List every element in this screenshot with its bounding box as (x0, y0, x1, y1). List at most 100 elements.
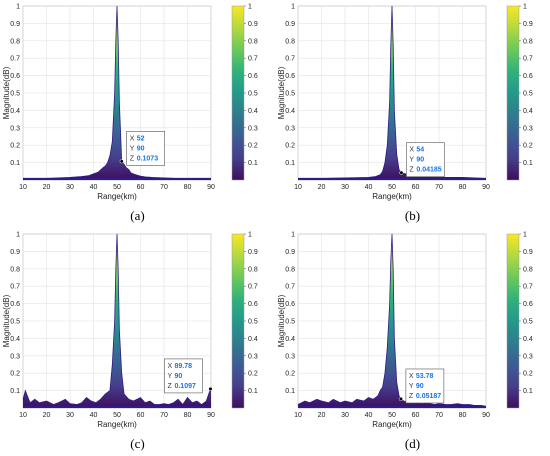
datatip-y-value: 90 (174, 373, 182, 380)
datatip-x-key: X (409, 147, 414, 154)
y-tick-label: 0.1 (10, 160, 20, 167)
colorbar-tick-label: 0.9 (523, 21, 533, 28)
y-tick-label: 0.2 (285, 371, 295, 378)
datatip-y-key: Y (130, 145, 135, 152)
x-tick-label: 80 (184, 412, 192, 419)
magnitude-surface (23, 6, 211, 180)
colorbar-tick-label: 1 (248, 4, 252, 11)
magnitude-series-line (297, 233, 487, 407)
x-axis-label: Range(km) (97, 192, 137, 201)
y-tick-label: 0.3 (10, 353, 20, 360)
datatip-y-value: 90 (416, 157, 424, 164)
colorbar-tick-label: 0.5 (523, 319, 533, 326)
y-tick-label: 0.4 (10, 336, 20, 343)
colorbar-tick-label: 0.1 (248, 388, 258, 395)
colorbar-tick-label: 0.6 (523, 301, 533, 308)
datatip-marker[interactable] (119, 159, 124, 164)
chart-d: 0.1 0.2 0.3 0.4 0.5 0.6 0.7 0.8 0.9 1 10 20 30 40 50 60… (277, 232, 533, 430)
colorbar-tick-label: 0.4 (523, 108, 533, 115)
caption-a: (a) (130, 208, 145, 223)
x-tick-label: 10 (19, 412, 27, 419)
y-tick-label: 1 (16, 4, 20, 11)
colorbar-tick-label: 0.3 (248, 353, 258, 360)
colorbar-tick-label: 0.3 (523, 353, 533, 360)
chart-a: 0.1 0.2 0.3 0.4 0.5 0.6 0.7 0.8 0.9 1 10 20 30 40 50 60… (2, 4, 258, 202)
x-tick-label: 10 (19, 184, 27, 191)
x-tick-label: 90 (482, 184, 490, 191)
colorbar-tick-label: 0.5 (523, 91, 533, 98)
y-tick-label: 0.8 (285, 266, 295, 273)
datatip[interactable]: X 52Y 90Z 0.1073 (126, 131, 165, 166)
x-tick-label: 90 (207, 184, 215, 191)
datatip[interactable]: X 53.78Y 90Z 0.05187 (405, 368, 445, 404)
magnitude-series-line (22, 233, 212, 406)
colorbar-tick-label: 0.2 (248, 143, 258, 150)
datatip-z-value: 0.1097 (174, 383, 196, 390)
x-tick-label: 70 (435, 412, 443, 419)
datatip-box (164, 358, 203, 394)
x-tick-label: 50 (113, 184, 121, 191)
x-axis-label: Range(km) (372, 192, 412, 201)
colorbar-tick-label: 0.2 (248, 371, 258, 378)
colorbar-tick-label: 0.7 (248, 56, 258, 63)
datatip-y-value: 90 (416, 383, 424, 390)
x-tick-label: 40 (365, 184, 373, 191)
datatip-z-key: Z (409, 393, 414, 400)
datatip-marker[interactable] (208, 386, 213, 391)
x-tick-label: 10 (294, 412, 302, 419)
x-tick-label: 40 (90, 412, 98, 419)
x-tick-label: 30 (341, 184, 349, 191)
datatip-y-key: Y (409, 157, 414, 164)
colorbar (506, 5, 520, 181)
x-tick-label: 30 (66, 412, 74, 419)
colorbar-tick-label: 0.8 (248, 38, 258, 45)
y-axis-label: Magnitude(dB) (277, 66, 286, 119)
datatip-marker[interactable] (398, 396, 403, 402)
colorbar-tick-label: 1 (248, 232, 252, 239)
y-tick-label: 0.9 (285, 21, 295, 28)
x-tick-label: 90 (207, 412, 215, 419)
colorbar-tick-label: 0.1 (523, 160, 533, 167)
x-tick-label: 40 (365, 412, 373, 419)
datatip-box (406, 142, 445, 178)
y-tick-label: 0.1 (285, 388, 295, 395)
colorbar-tick-label: 0.6 (523, 73, 533, 80)
y-tick-label: 0.4 (285, 108, 295, 115)
magnitude-surface (298, 6, 486, 180)
datatip-x-key: X (409, 373, 414, 380)
x-tick-label: 50 (388, 184, 396, 191)
colorbar-tick-label: 0.3 (248, 125, 258, 132)
datatip[interactable]: X 54Y 90Z 0.04185 (406, 142, 445, 178)
x-tick-label: 20 (43, 184, 51, 191)
x-tick-label: 30 (341, 412, 349, 419)
x-tick-label: 20 (318, 184, 326, 191)
y-tick-label: 0.7 (10, 56, 20, 63)
colorbar-tick-label: 0.4 (523, 336, 533, 343)
colorbar (231, 5, 245, 181)
base-band (23, 178, 211, 180)
colorbar-tick-label: 0.2 (523, 143, 533, 150)
x-tick-label: 80 (184, 184, 192, 191)
magnitude-series-line (298, 5, 487, 179)
y-tick-label: 0.7 (10, 284, 20, 291)
y-tick-label: 0.6 (285, 301, 295, 308)
panel-c: 0.1 0.2 0.3 0.4 0.5 0.6 0.7 0.8 0.9 1 10 20 30 40 50 60… (0, 228, 275, 456)
datatip-marker[interactable] (399, 170, 404, 175)
caption-d: (d) (404, 436, 421, 451)
y-tick-label: 0.8 (285, 38, 295, 45)
base-band (298, 406, 486, 408)
colorbar-tick-label: 0.6 (248, 301, 258, 308)
x-tick-label: 60 (412, 184, 420, 191)
x-tick-label: 70 (435, 184, 443, 191)
y-tick-label: 0.8 (10, 266, 20, 273)
x-tick-label: 70 (160, 412, 168, 419)
datatip[interactable]: X 89.78Y 90Z 0.1097 (164, 358, 203, 394)
datatip-x-value: 52 (137, 135, 145, 142)
magnitude-surface (298, 234, 486, 408)
y-axis-label: Magnitude(dB) (2, 294, 11, 347)
colorbar-tick-label: 0.5 (248, 319, 258, 326)
x-tick-label: 20 (318, 412, 326, 419)
x-tick-label: 50 (113, 412, 121, 419)
y-tick-label: 0.8 (10, 38, 20, 45)
base-band (23, 406, 211, 408)
